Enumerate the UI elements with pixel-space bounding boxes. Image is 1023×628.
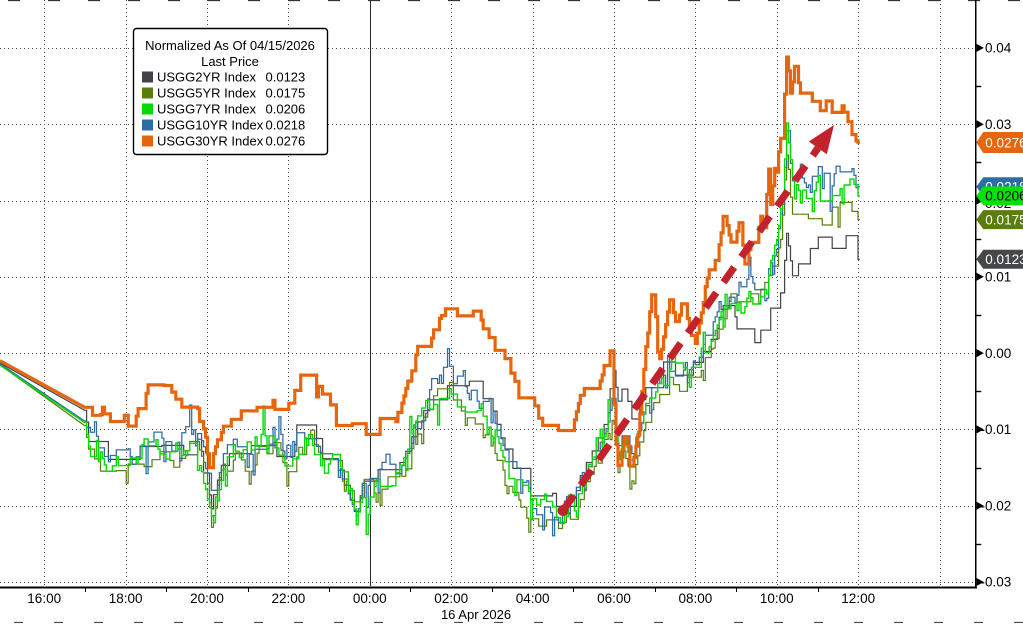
svg-text:20:00: 20:00	[190, 591, 224, 606]
svg-text:USGG30YR Index: USGG30YR Index	[157, 134, 264, 149]
svg-text:USGG2YR Index: USGG2YR Index	[157, 70, 256, 85]
svg-text:0.0206: 0.0206	[266, 102, 306, 117]
svg-text:0.0123: 0.0123	[985, 252, 1023, 267]
svg-text:0.0276: 0.0276	[266, 134, 306, 149]
svg-text:0.0218: 0.0218	[266, 118, 306, 133]
svg-text:00:00: 00:00	[353, 591, 387, 606]
svg-text:Normalized As Of 04/15/2026: Normalized As Of 04/15/2026	[145, 38, 315, 53]
svg-text:10:00: 10:00	[760, 591, 794, 606]
svg-text:USGG7YR Index: USGG7YR Index	[157, 102, 256, 117]
svg-text:0.00: 0.00	[985, 346, 1011, 361]
svg-text:0.03: 0.03	[985, 117, 1011, 132]
svg-text:USGG5YR Index: USGG5YR Index	[157, 86, 256, 101]
svg-text:0.01: 0.01	[985, 270, 1011, 285]
svg-text:12:00: 12:00	[841, 591, 875, 606]
svg-text:0.0206: 0.0206	[985, 189, 1023, 204]
svg-text:08:00: 08:00	[679, 591, 713, 606]
svg-text:0.0175: 0.0175	[985, 212, 1023, 227]
svg-text:0.0175: 0.0175	[266, 86, 306, 101]
svg-text:22:00: 22:00	[272, 591, 306, 606]
svg-text:04:00: 04:00	[516, 591, 550, 606]
svg-text:-0.03: -0.03	[981, 575, 1012, 590]
svg-text:-0.02: -0.02	[981, 498, 1012, 513]
svg-text:USGG10YR Index: USGG10YR Index	[157, 118, 264, 133]
svg-text:16 Apr 2026: 16 Apr 2026	[441, 607, 511, 622]
svg-text:0.0276: 0.0276	[985, 135, 1023, 150]
svg-text:06:00: 06:00	[597, 591, 631, 606]
svg-text:0.0123: 0.0123	[266, 70, 306, 85]
svg-text:-0.01: -0.01	[981, 422, 1012, 437]
svg-text:Last Price: Last Price	[201, 54, 259, 69]
svg-text:0.04: 0.04	[985, 41, 1012, 56]
svg-text:16:00: 16:00	[27, 591, 61, 606]
svg-text:02:00: 02:00	[434, 591, 468, 606]
svg-text:18:00: 18:00	[109, 591, 143, 606]
